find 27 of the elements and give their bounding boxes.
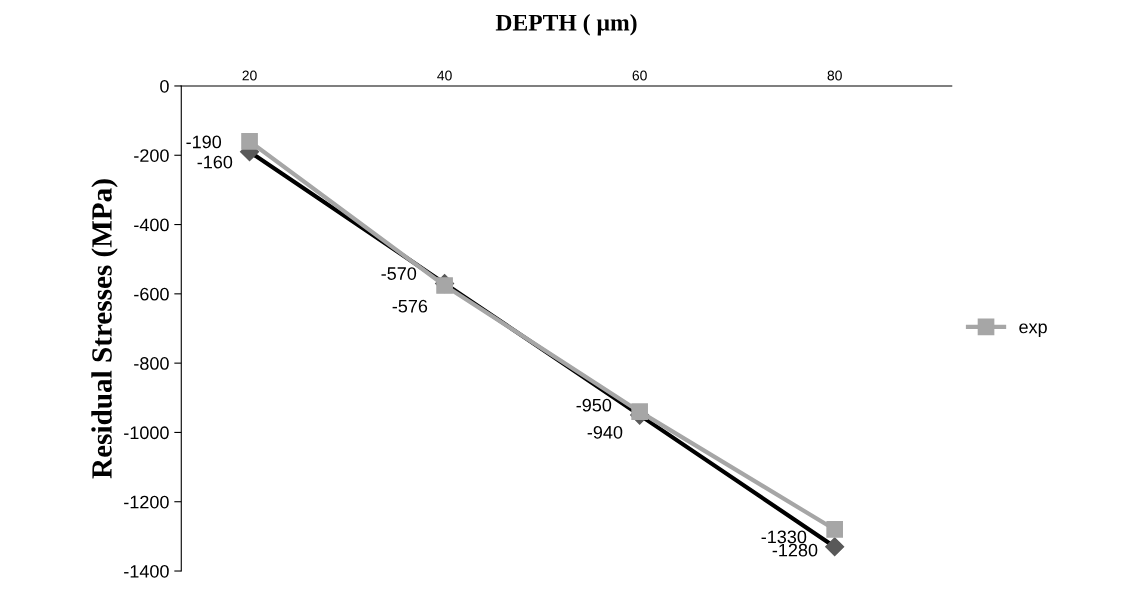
data-label: -190	[186, 135, 222, 149]
y-tick-label: -600	[134, 287, 169, 301]
data-label: -940	[587, 425, 623, 439]
x-tick-label: 20	[242, 70, 257, 81]
y-tick-label: -1000	[124, 426, 169, 440]
y-tick-label: -1400	[124, 564, 169, 578]
y-tick-label: -400	[134, 218, 169, 232]
point	[631, 403, 648, 420]
point	[241, 133, 258, 150]
y-tick-label: -200	[134, 149, 169, 162]
y-tick-label: 0	[160, 79, 169, 93]
x-tick-label: 40	[437, 70, 452, 81]
legend-label: exp	[1019, 323, 1047, 337]
data-label: -950	[576, 398, 612, 412]
data-label: -1330	[761, 530, 807, 544]
x-tick-label: 60	[632, 70, 647, 81]
data-label: -160	[197, 155, 233, 169]
data-label: -576	[392, 299, 428, 313]
y-axis-title: Residual Stresses (MPa)	[91, 179, 118, 479]
x-tick-label: 80	[827, 70, 842, 81]
chart-title: DEPTH ( µm)	[495, 14, 637, 36]
y-tick-label: -800	[134, 357, 169, 370]
data-label: -1280	[772, 543, 818, 557]
y-tick-label: -1200	[124, 495, 169, 509]
point	[826, 521, 844, 538]
point	[436, 277, 453, 294]
data-label: -570	[381, 267, 417, 280]
